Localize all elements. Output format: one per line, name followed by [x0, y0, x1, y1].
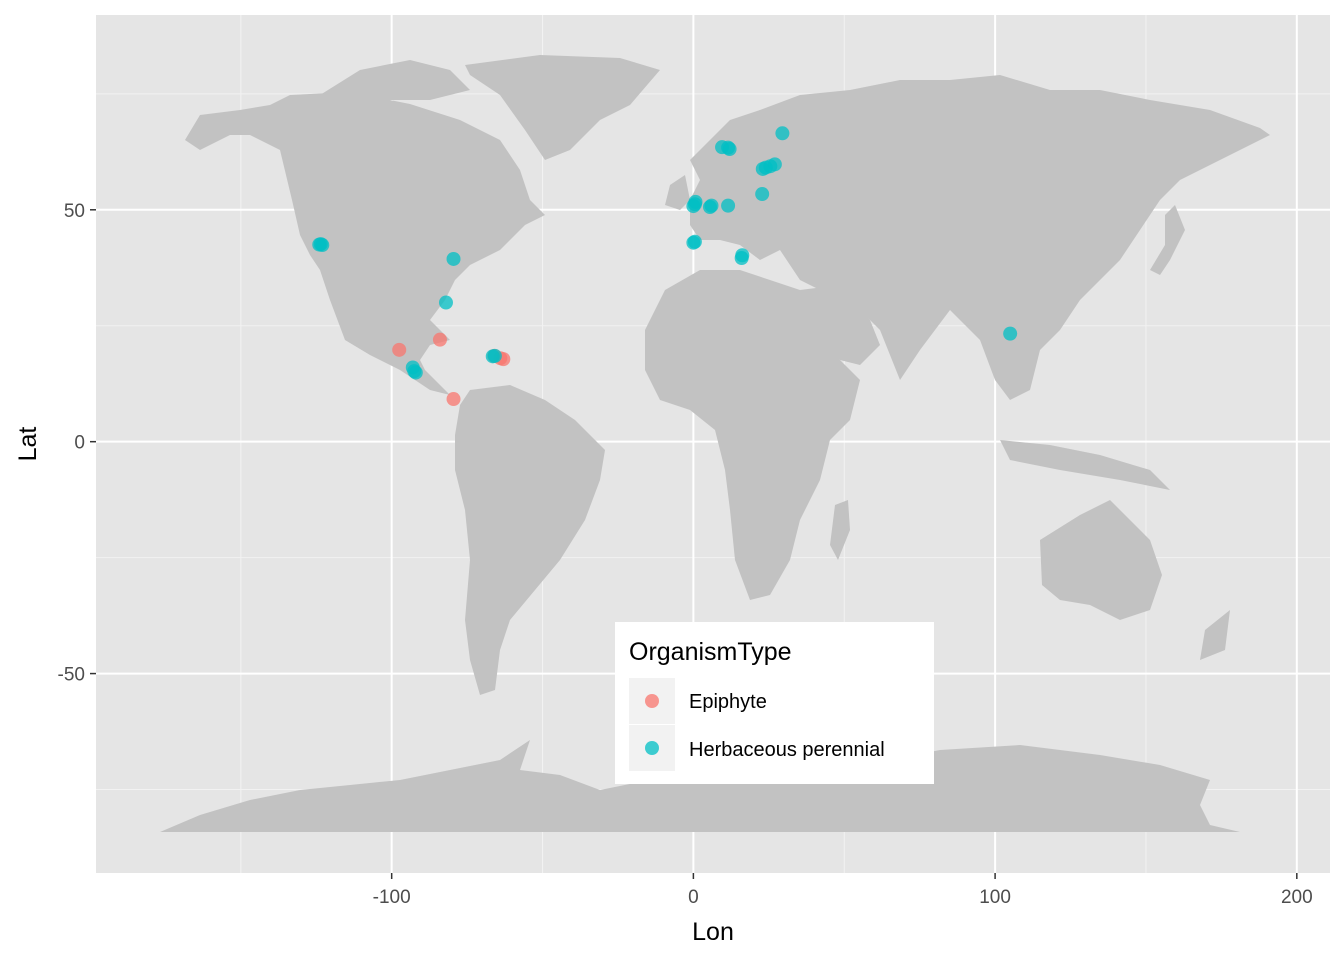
point-herbaceous-perennial — [408, 365, 423, 380]
y-tick-label: 0 — [74, 433, 85, 454]
legend-label-herbaceous-perennial: Herbaceous perennial — [689, 739, 885, 761]
land-antarctica — [160, 740, 1240, 832]
point-epiphyte — [432, 332, 447, 347]
point-herbaceous-perennial — [758, 160, 773, 175]
point-herbaceous-perennial — [487, 348, 502, 363]
land-south-america — [455, 385, 605, 695]
y-tick-labels: -50 0 50 — [58, 201, 85, 686]
point-herbaceous-perennial — [775, 126, 790, 141]
land-southeast-asia-islands — [1000, 440, 1170, 490]
land-greenland — [465, 55, 660, 160]
land-madagascar — [830, 500, 850, 560]
point-herbaceous-perennial — [734, 251, 749, 266]
x-tick-labels: -100 0 100 200 — [373, 887, 1313, 908]
world-land — [160, 55, 1270, 832]
land-north-america — [185, 92, 545, 395]
x-tick-label: 100 — [979, 887, 1011, 908]
point-herbaceous-perennial — [686, 199, 701, 214]
land-british-isles — [665, 175, 690, 210]
x-tick-label: 200 — [1281, 887, 1313, 908]
axis-ticks — [90, 209, 1298, 879]
point-epiphyte — [392, 342, 407, 357]
occurrence-points — [312, 126, 1018, 407]
legend-dot-herbaceous-perennial — [645, 741, 659, 755]
point-herbaceous-perennial — [438, 295, 453, 310]
land-eurasia — [690, 75, 1270, 400]
point-herbaceous-perennial — [721, 140, 736, 155]
land-canadian-archipelago — [320, 60, 470, 100]
point-herbaceous-perennial — [315, 238, 330, 253]
legend-label-epiphyte: Epiphyte — [689, 691, 767, 713]
land-japan — [1150, 205, 1185, 275]
x-tick-label: -100 — [373, 887, 411, 908]
point-herbaceous-perennial — [446, 251, 461, 266]
x-axis-title: Lon — [692, 918, 734, 946]
y-axis-title: Lat — [14, 427, 42, 462]
point-herbaceous-perennial — [755, 187, 770, 202]
land-africa — [645, 270, 860, 600]
point-herbaceous-perennial — [721, 198, 736, 213]
land-new-zealand — [1200, 610, 1230, 660]
legend-title: OrganismType — [629, 638, 792, 666]
point-herbaceous-perennial — [1003, 326, 1018, 341]
point-herbaceous-perennial — [704, 198, 719, 213]
y-tick-label: 50 — [64, 201, 85, 222]
x-tick-label: 0 — [688, 887, 699, 908]
point-epiphyte — [446, 392, 461, 407]
land-scandinavia — [700, 110, 800, 185]
land-australia — [1040, 500, 1162, 620]
point-herbaceous-perennial — [686, 235, 701, 250]
legend-dot-epiphyte — [645, 694, 659, 708]
land-arabia — [800, 285, 880, 365]
y-tick-label: -50 — [58, 665, 85, 686]
legend: OrganismType Epiphyte Herbaceous perenni… — [615, 622, 934, 784]
